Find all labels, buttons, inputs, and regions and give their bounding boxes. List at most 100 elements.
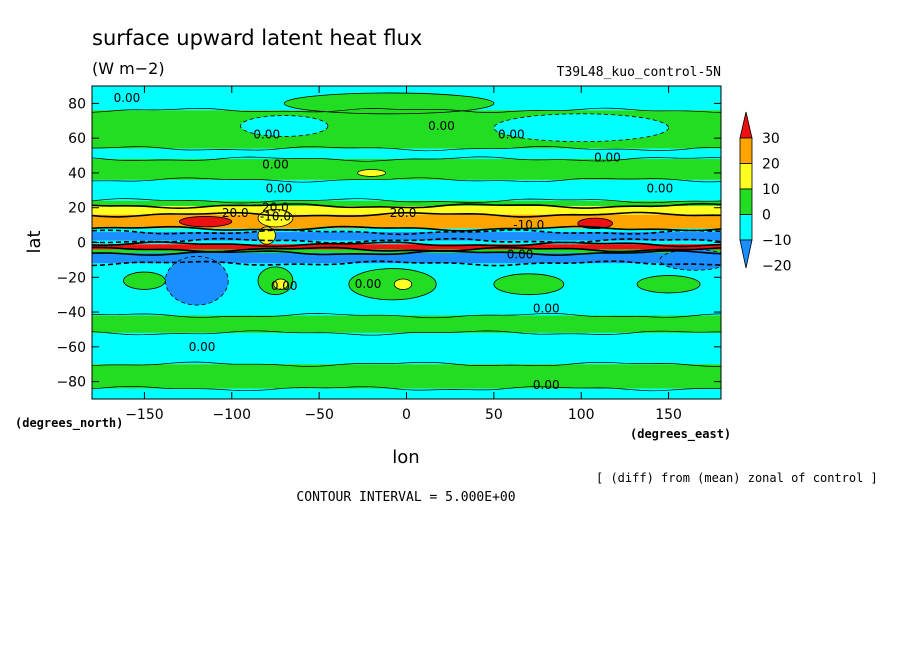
field-band-15 — [92, 315, 721, 333]
x-tick-label-3: 0 — [402, 407, 411, 423]
y-tick-label-1: −60 — [56, 340, 86, 356]
contour-label-3: 0.00 — [498, 128, 525, 142]
field-band-3 — [92, 159, 721, 180]
y-tick-label-6: 40 — [68, 166, 86, 182]
contour-line-13 — [92, 250, 721, 257]
x-units-label: (degrees_east) — [630, 427, 731, 442]
colorbar-segment-1 — [739, 137, 753, 164]
y-axis-ticks: −80 −60 −40 −20 0 20 40 60 80 — [56, 96, 721, 391]
contour-line-17 — [92, 361, 721, 367]
x-tick-label-6: 150 — [655, 407, 682, 423]
contour-line-8 — [92, 225, 721, 232]
field-blob-8 — [348, 268, 437, 301]
contour-line-14 — [92, 260, 721, 267]
colorbar-label-2: 10 — [762, 182, 780, 198]
contour-interval: CONTOUR INTERVAL = 5.000E+00 — [296, 490, 515, 505]
contour-label-18: 0.00 — [533, 378, 560, 392]
colorbar-segment-3 — [739, 188, 753, 215]
contour-label-9: 20.0 — [262, 201, 289, 215]
contour-line-3 — [92, 156, 721, 162]
diff-note: [ (diff) from (mean) zonal of control ] — [596, 471, 878, 485]
contour-label-13: 0.00 — [507, 248, 534, 262]
field-blob-0 — [240, 115, 329, 137]
contour-line-10 — [92, 237, 721, 244]
contour-label-4: 0.00 — [594, 150, 621, 164]
contour-line-15 — [92, 313, 721, 319]
contour-label-11: -10.0 — [260, 209, 291, 223]
colorbar: 30 20 10 0 −10 −20 — [739, 111, 792, 275]
contour-line-1 — [92, 107, 721, 113]
contour-label-15: 0.00 — [355, 277, 382, 291]
contour-line-4 — [92, 177, 721, 183]
field-band-13 — [92, 252, 721, 264]
field-band-2 — [92, 148, 721, 160]
colorbar-segment-2 — [739, 163, 753, 190]
colorbar-label-3: 0 — [762, 208, 771, 224]
colorbar-label-5: −20 — [762, 259, 792, 275]
field-band-17 — [92, 364, 721, 389]
chart-title: surface upward latent heat flux — [92, 26, 422, 50]
field-band-5 — [92, 200, 721, 206]
contour-line-6 — [92, 202, 721, 210]
field-band-6 — [92, 205, 721, 215]
x-tick-label-4: 50 — [485, 407, 503, 423]
contour-label-0: 0.00 — [114, 91, 141, 105]
y-tick-label-4: 0 — [77, 236, 86, 252]
x-tick-label-2: −50 — [304, 407, 334, 423]
colorbar-bottom-arrow — [739, 239, 753, 269]
contour-line-7 — [92, 211, 721, 218]
field-band-9 — [92, 232, 721, 241]
contour-label-layer: 0.00 0.00 0.00 0.00 0.00 0.00 0.00 0.00 20.0 20.0… — [114, 91, 674, 392]
colorbar-label-0: 30 — [762, 131, 780, 147]
field-blob-3 — [357, 169, 386, 177]
field-blob-7 — [273, 278, 289, 290]
field-band-11 — [92, 244, 721, 250]
x-tick-label-0: −150 — [125, 407, 163, 423]
x-tick-label-1: −100 — [213, 407, 251, 423]
field-blob-4 — [123, 271, 166, 290]
contour-line-12 — [92, 246, 721, 253]
colorbar-label-1: 20 — [762, 157, 780, 173]
field-blob-15 — [257, 209, 294, 228]
contour-label-10: 20.0 — [390, 206, 417, 220]
y-units-label: (degrees_north) — [15, 416, 123, 431]
x-axis-label: lon — [392, 447, 419, 468]
contour-label-8: 20.0 — [222, 206, 249, 220]
contour-line-18 — [92, 386, 721, 392]
field-band-8 — [92, 228, 721, 233]
colorbar-segment-4 — [739, 214, 753, 241]
y-tick-label-8: 80 — [68, 96, 86, 112]
field-blob-9 — [393, 278, 413, 290]
contour-line-5 — [92, 198, 721, 204]
y-tick-label-0: −80 — [56, 375, 86, 391]
colorbar-top-arrow — [739, 111, 753, 139]
colorbar-label-4: −10 — [762, 233, 792, 249]
contour-line-2 — [92, 146, 721, 152]
contour-label-16: 0.00 — [533, 302, 560, 316]
field-blob-11 — [636, 275, 701, 294]
field-blob-10 — [493, 273, 565, 296]
contour-label-14: 0.00 — [271, 279, 298, 293]
contour-label-5: 0.00 — [262, 157, 289, 171]
contour-label-6: 0.00 — [266, 182, 293, 196]
contour-label-12: -10.0 — [513, 218, 544, 232]
x-tick-label-5: 100 — [568, 407, 595, 423]
contour-label-7: 0.00 — [646, 182, 673, 196]
field-band-7 — [92, 214, 721, 229]
field-blob-5 — [164, 256, 229, 306]
field-blob-2 — [283, 92, 495, 115]
field-band-4 — [92, 179, 721, 201]
field-blob-13 — [178, 216, 233, 228]
contour-line-9 — [92, 229, 721, 236]
field-blob-1 — [493, 113, 669, 143]
x-axis-ticks: −150 −100 −50 0 50 100 150 — [125, 86, 682, 423]
contour-layer — [92, 107, 721, 392]
contour-line-11 — [92, 241, 721, 248]
y-axis-label: lat — [24, 230, 45, 253]
run-label: T39L48_kuo_control-5N — [557, 65, 721, 80]
y-tick-label-2: −40 — [56, 305, 86, 321]
y-tick-label-5: 20 — [68, 201, 86, 217]
field-band-16 — [92, 332, 721, 365]
contour-label-1: 0.00 — [253, 128, 280, 142]
